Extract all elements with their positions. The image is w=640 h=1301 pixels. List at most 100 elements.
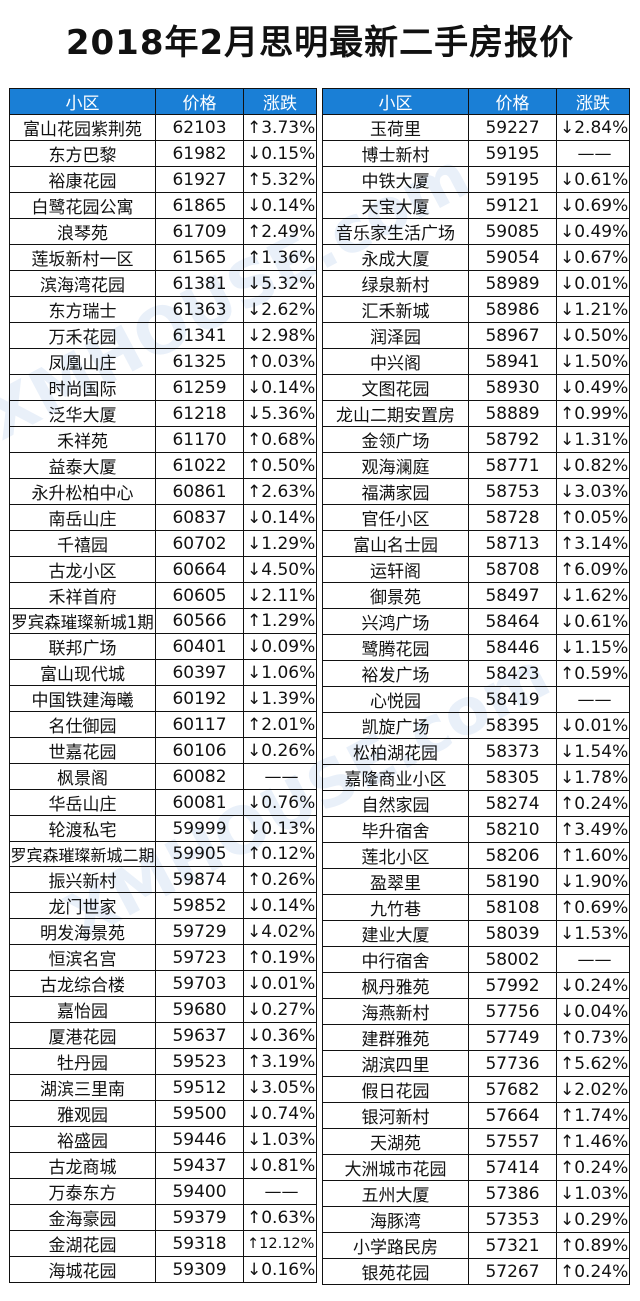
table-row: 滨海湾花园 61381 ↓5.32% bbox=[9, 270, 317, 297]
change-cell: ↑0.63% bbox=[243, 1204, 317, 1231]
price-cell: 61218 bbox=[155, 400, 244, 427]
change-cell: ↓1.39% bbox=[243, 685, 317, 712]
table-row: 鹭腾花园 58446 ↓1.15% bbox=[322, 634, 630, 661]
community-name-cell: 富山名士园 bbox=[322, 530, 469, 557]
community-name-cell: 益泰大厦 bbox=[9, 452, 156, 479]
change-cell: ↑0.24% bbox=[556, 1154, 630, 1181]
change-cell: ↑1.29% bbox=[243, 608, 317, 634]
change-cell: —— bbox=[556, 686, 630, 713]
change-cell: ↓0.14% bbox=[243, 374, 317, 401]
change-cell: ↑3.14% bbox=[556, 530, 630, 557]
change-cell: ↓0.50% bbox=[556, 322, 630, 349]
change-cell: ↓0.04% bbox=[556, 998, 630, 1025]
price-cell: 57992 bbox=[468, 972, 557, 999]
community-name-cell: 南岳山庄 bbox=[9, 504, 156, 531]
table-row: 文图花园 58930 ↓0.49% bbox=[322, 374, 630, 401]
table-row: 莲北小区 58206 ↑1.60% bbox=[322, 842, 630, 869]
community-name-cell: 海燕新村 bbox=[322, 998, 469, 1025]
community-name-cell: 润泽园 bbox=[322, 322, 469, 349]
community-name-cell: 博士新村 bbox=[322, 140, 469, 167]
change-cell: ↓0.49% bbox=[556, 218, 630, 245]
community-name-cell: 金领广场 bbox=[322, 426, 469, 453]
community-name-cell: 建业大厦 bbox=[322, 920, 469, 947]
price-table-right: 小区 价格 涨跌 玉荷里 59227 ↓2.84% 博士新村 59195 —— 中铁大厦 59… bbox=[322, 88, 630, 1285]
community-name-cell: 厦港花园 bbox=[9, 1022, 156, 1049]
price-cell: 59852 bbox=[155, 892, 244, 919]
table-row: 名仕御园 60117 ↑2.01% bbox=[9, 711, 317, 738]
community-name-cell: 金湖花园 bbox=[9, 1230, 156, 1257]
table-row: 小学路民房 57321 ↑0.89% bbox=[322, 1232, 630, 1259]
change-cell: ↑5.32% bbox=[243, 166, 317, 193]
community-name-cell: 湖滨四里 bbox=[322, 1050, 469, 1077]
price-cell: 59446 bbox=[155, 1126, 244, 1153]
community-name-cell: 裕盛园 bbox=[9, 1126, 156, 1153]
header-change: 涨跌 bbox=[243, 88, 317, 115]
price-cell: 58274 bbox=[468, 790, 557, 817]
table-row: 大洲城市花园 57414 ↑0.24% bbox=[322, 1154, 630, 1181]
table-row: 莲坂新村一区 61565 ↑1.36% bbox=[9, 244, 317, 271]
table-row: 银苑花园 57267 ↑0.24% bbox=[322, 1258, 630, 1285]
price-cell: 60192 bbox=[155, 685, 244, 712]
change-cell: ↓2.11% bbox=[243, 582, 317, 609]
price-cell: 60702 bbox=[155, 530, 244, 557]
community-name-cell: 九竹巷 bbox=[322, 894, 469, 921]
change-cell: ↓2.84% bbox=[556, 114, 630, 141]
community-name-cell: 枫景阁 bbox=[9, 763, 156, 790]
price-cell: 60082 bbox=[155, 763, 244, 790]
community-name-cell: 裕康花园 bbox=[9, 166, 156, 193]
table-row: 振兴新村 59874 ↑0.26% bbox=[9, 866, 317, 893]
price-cell: 59905 bbox=[155, 841, 244, 867]
community-name-cell: 古龙小区 bbox=[9, 556, 156, 583]
community-name-cell: 兴鸿广场 bbox=[322, 608, 469, 635]
price-cell: 60081 bbox=[155, 789, 244, 816]
table-row: 罗宾森璀璨新城二期 59905 ↑0.12% bbox=[9, 841, 317, 867]
change-cell: ↓3.03% bbox=[556, 478, 630, 505]
community-name-cell: 雅观园 bbox=[9, 1100, 156, 1127]
community-name-cell: 小学路民房 bbox=[322, 1232, 469, 1259]
change-cell: ↓0.14% bbox=[243, 192, 317, 219]
table-row: 金领广场 58792 ↓1.31% bbox=[322, 426, 630, 453]
change-cell: ↑2.01% bbox=[243, 711, 317, 738]
table-header-row: 小区 价格 涨跌 bbox=[9, 88, 317, 115]
table-row: 银河新村 57664 ↑1.74% bbox=[322, 1102, 630, 1129]
price-cell: 59379 bbox=[155, 1204, 244, 1231]
price-cell: 58108 bbox=[468, 894, 557, 921]
change-cell: —— bbox=[243, 1178, 317, 1205]
table-header-row: 小区 价格 涨跌 bbox=[322, 88, 630, 115]
community-name-cell: 中兴阁 bbox=[322, 348, 469, 375]
table-row: 建业大厦 58039 ↓1.53% bbox=[322, 920, 630, 947]
community-name-cell: 绿泉新村 bbox=[322, 270, 469, 297]
price-cell: 61022 bbox=[155, 452, 244, 479]
price-cell: 59400 bbox=[155, 1178, 244, 1205]
price-cell: 59637 bbox=[155, 1022, 244, 1049]
community-name-cell: 凤凰山庄 bbox=[9, 348, 156, 375]
price-cell: 60566 bbox=[155, 608, 244, 634]
community-name-cell: 泛华大厦 bbox=[9, 400, 156, 427]
community-name-cell: 永升松柏中心 bbox=[9, 478, 156, 505]
community-name-cell: 牡丹园 bbox=[9, 1048, 156, 1075]
price-table-left: 小区 价格 涨跌 富山花园紫荆苑 62103 ↑3.73% 东方巴黎 61982 ↓0.1… bbox=[9, 88, 317, 1283]
community-name-cell: 滨海湾花园 bbox=[9, 270, 156, 297]
change-cell: —— bbox=[243, 763, 317, 790]
community-name-cell: 鹭腾花园 bbox=[322, 634, 469, 661]
table-row: 东方巴黎 61982 ↓0.15% bbox=[9, 140, 317, 167]
table-row: 裕盛园 59446 ↓1.03% bbox=[9, 1126, 317, 1153]
community-name-cell: 古龙综合楼 bbox=[9, 970, 156, 997]
change-cell: ↓0.29% bbox=[556, 1206, 630, 1233]
table-row: 松柏湖花园 58373 ↓1.54% bbox=[322, 738, 630, 765]
change-cell: ↓1.21% bbox=[556, 296, 630, 323]
change-cell: ↓0.26% bbox=[243, 737, 317, 764]
change-cell: ↑1.46% bbox=[556, 1128, 630, 1155]
change-cell: ↓2.98% bbox=[243, 322, 317, 349]
price-cell: 59121 bbox=[468, 192, 557, 219]
change-cell: ↑0.03% bbox=[243, 348, 317, 375]
change-cell: ↑2.49% bbox=[243, 218, 317, 245]
table-row: 自然家园 58274 ↑0.24% bbox=[322, 790, 630, 817]
table-row: 润泽园 58967 ↓0.50% bbox=[322, 322, 630, 349]
community-name-cell: 富山现代城 bbox=[9, 659, 156, 686]
price-cell: 59318 bbox=[155, 1230, 244, 1257]
table-row: 古龙小区 60664 ↓4.50% bbox=[9, 556, 317, 583]
change-cell: ↓1.78% bbox=[556, 764, 630, 791]
change-cell: ↑0.24% bbox=[556, 790, 630, 817]
price-cell: 58423 bbox=[468, 660, 557, 687]
